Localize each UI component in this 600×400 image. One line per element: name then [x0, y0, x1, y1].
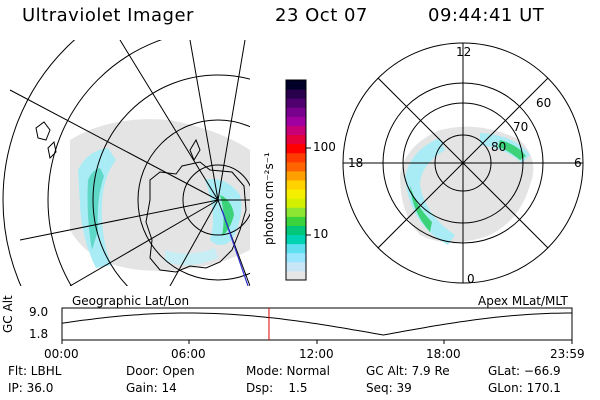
status-mode: Mode: Normal [246, 364, 330, 378]
mlt-label-bottom: 0 [467, 272, 475, 286]
colorbar-segment [286, 243, 306, 254]
colorbar-tick-label-10: 10 [313, 227, 329, 241]
timeline-ylabel: GC Alt [1, 295, 15, 333]
colorbar-segment [286, 189, 306, 199]
status-seq: Seq: 39 [366, 381, 412, 395]
timeline-xtick-2359: 23:59 [550, 347, 585, 361]
status-glon: GLon: 170.1 [488, 381, 561, 395]
polar-aurora-west-core [410, 185, 432, 232]
colorbar [286, 80, 306, 281]
polar-map [400, 126, 534, 245]
app-title: Ultraviolet Imager [22, 5, 194, 26]
colorbar-segment [286, 134, 306, 145]
status-door: Door: Open [126, 364, 195, 378]
colorbar-segment [286, 252, 306, 263]
aurora-core-east [220, 195, 234, 236]
timeline-xtick-0600: 06:00 [171, 347, 206, 361]
colorbar-segment [286, 198, 306, 208]
colorbar-frame [285, 79, 307, 281]
colorbar-segment [286, 234, 306, 245]
colorbar-segment [286, 207, 306, 217]
colorbar-segment [286, 216, 306, 226]
colorbar-segment [286, 116, 306, 126]
status-flt: Flt: LBHL [8, 364, 62, 378]
colorbar-segment [286, 261, 306, 272]
aurora-core-west [87, 168, 104, 250]
mlat-label-60: 60 [536, 96, 552, 110]
polar-aurora-west [405, 138, 455, 245]
colorbar-segment [286, 98, 306, 108]
aurora-band-south [165, 248, 218, 266]
colorbar-segment [286, 180, 306, 190]
status-gain: Gain: 14 [126, 381, 177, 395]
mlt-label-right: 6 [574, 156, 582, 170]
colorbar-units-label: photon cm⁻²s⁻¹ [262, 152, 276, 245]
mlt-label-left: 18 [348, 156, 364, 170]
mlt-label-top: 12 [456, 45, 472, 59]
left-map-caption: Geographic Lat/Lon [72, 294, 190, 308]
right-map-caption: Apex MLat/MLT [478, 294, 568, 308]
timeline-ticks [61, 340, 573, 344]
colorbar-segment [286, 270, 306, 281]
colorbar-segment [286, 80, 306, 90]
status-gc-alt: GC Alt: 7.9 Re [366, 364, 450, 378]
colorbar-segment [286, 161, 306, 172]
colorbar-segment [286, 225, 306, 236]
time-label: 09:44:41 UT [428, 5, 545, 26]
date-label: 23 Oct 07 [275, 5, 368, 26]
terminator-line [221, 209, 249, 286]
status-glat: GLat: −66.9 [488, 364, 561, 378]
geographic-map [2, 40, 250, 286]
mlat-label-80: 80 [491, 140, 507, 154]
colorbar-segment [286, 125, 306, 136]
colorbar-segment [286, 89, 306, 99]
colorbar-tick-label-100: 100 [313, 140, 336, 154]
status-ip: IP: 36.0 [8, 381, 54, 395]
timeline-ytick-min: 1.8 [29, 327, 49, 341]
mlat-label-70: 70 [513, 120, 529, 134]
colorbar-segment [286, 143, 306, 154]
orbit-altitude-curve [61, 312, 572, 336]
timeline-xtick-0000: 00:00 [44, 347, 79, 361]
coastlines [35, 121, 247, 273]
colorbar-segment [286, 170, 306, 181]
timeline-xtick-1800: 18:00 [426, 347, 461, 361]
polar-grid [342, 42, 584, 284]
colorbar-segment [286, 107, 306, 117]
colorbar-segment [286, 152, 306, 163]
polar-aurora-east-core [498, 140, 526, 160]
latitude-circles [2, 40, 250, 286]
status-dsp: Dsp: 1.5 [246, 381, 308, 395]
timeline-xtick-1200: 12:00 [299, 347, 334, 361]
timeline-ytick-max: 9.0 [29, 305, 49, 319]
